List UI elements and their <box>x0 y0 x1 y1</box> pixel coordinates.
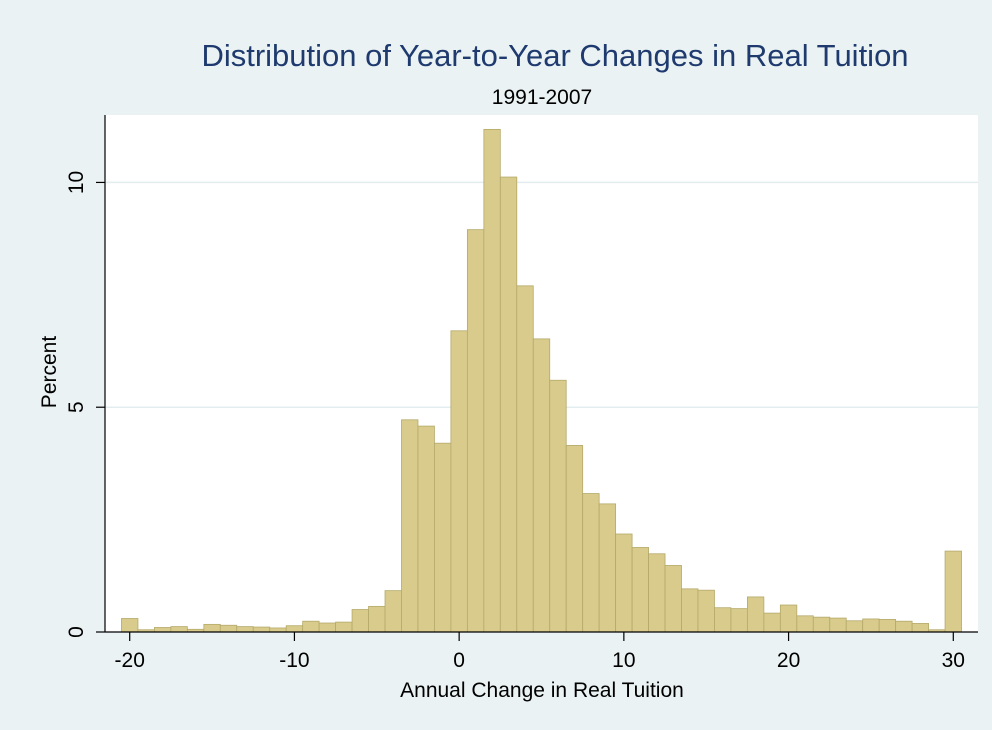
histogram-bar <box>714 607 732 633</box>
histogram-bar <box>351 609 369 633</box>
histogram-bar <box>203 623 221 633</box>
histogram-bar <box>335 621 353 633</box>
histogram-bar <box>829 617 847 633</box>
histogram-bar <box>779 604 798 633</box>
histogram-bar <box>812 616 831 633</box>
histogram-bar <box>532 338 551 633</box>
histogram-bar <box>269 627 287 633</box>
y-axis-label: Percent <box>38 336 61 409</box>
histogram-bar <box>384 590 402 633</box>
histogram-bar <box>565 445 584 633</box>
histogram-bar <box>417 425 435 633</box>
histogram-bar <box>664 565 682 633</box>
x-tick-label: 0 <box>453 649 465 672</box>
histogram-bar <box>697 589 715 633</box>
histogram-bar <box>845 620 864 633</box>
histogram-bar <box>911 623 929 633</box>
histogram-bar <box>285 625 304 633</box>
histogram-bar <box>450 330 468 633</box>
histogram-bar <box>862 618 880 633</box>
histogram-bar <box>236 626 254 633</box>
histogram-bar <box>598 503 617 633</box>
histogram-bar <box>483 128 501 633</box>
x-axis-label: Annual Change in Real Tuition <box>400 679 684 702</box>
histogram-bar <box>368 605 386 633</box>
histogram-bar <box>154 627 172 633</box>
histogram-bar <box>681 588 699 633</box>
histogram-bar <box>763 612 781 633</box>
histogram-bar <box>499 176 518 633</box>
x-tick-label: 20 <box>777 649 800 672</box>
histogram-bar <box>878 619 897 633</box>
axes: -20 -10 0 10 20 30 0 5 10 <box>65 115 978 672</box>
histogram-bar <box>582 493 600 633</box>
chart-subtitle: 1991-2007 <box>492 86 592 109</box>
histogram-bar <box>944 550 962 633</box>
x-tick-label: 30 <box>942 649 965 672</box>
histogram-bar <box>401 419 419 633</box>
chart-title: Distribution of Year-to-Year Changes in … <box>201 38 908 73</box>
histogram-bar <box>746 596 765 633</box>
histogram-bar <box>796 615 814 633</box>
histogram-bars <box>121 128 962 633</box>
histogram-bar <box>615 533 633 633</box>
histogram-bar <box>516 285 534 633</box>
x-tick-label: -20 <box>115 649 145 672</box>
histogram-bar <box>219 624 238 633</box>
histogram-bar <box>466 229 485 633</box>
histogram-bar <box>170 626 188 633</box>
x-tick-label: 10 <box>612 649 635 672</box>
histogram-bar <box>895 620 913 633</box>
histogram-bar <box>434 442 452 633</box>
histogram-bar <box>648 553 666 633</box>
histogram-bar <box>631 547 649 633</box>
y-tick-label: 10 <box>65 171 88 194</box>
histogram-bar <box>302 620 320 633</box>
histogram-bar <box>252 626 271 633</box>
histogram-bar <box>549 379 567 633</box>
histogram-bar <box>318 622 337 633</box>
x-tick-label: -10 <box>279 649 309 672</box>
histogram-bar <box>121 618 139 633</box>
y-tick-label: 0 <box>65 626 88 638</box>
y-tick-label: 5 <box>65 401 88 413</box>
histogram-bar <box>730 608 748 633</box>
